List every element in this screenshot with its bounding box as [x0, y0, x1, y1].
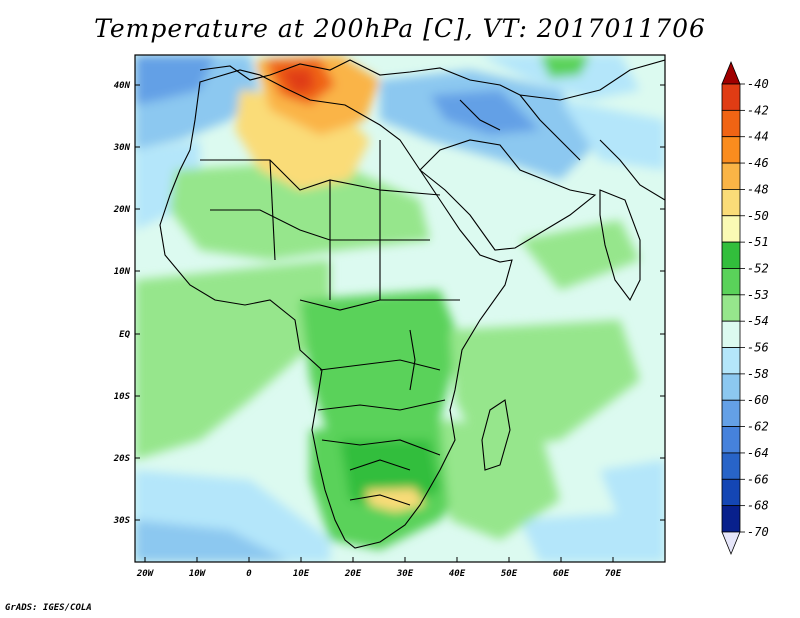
temperature-field	[135, 55, 665, 562]
colorbar-label: -70	[747, 525, 769, 539]
colorbar-label: -56	[747, 341, 769, 355]
colorbar-label: -44	[747, 130, 769, 144]
colorbar-label: -40	[747, 77, 769, 91]
colorbar-upper-arrow	[721, 60, 741, 85]
colorbar-lower-arrow	[721, 531, 741, 556]
colorbar-swatch	[721, 478, 741, 507]
coastline-outline	[159, 59, 665, 549]
colorbar-swatch	[721, 399, 741, 427]
lat-label: 20N	[113, 205, 131, 215]
lon-label: 20E	[344, 569, 362, 579]
lon-label: 10E	[293, 569, 310, 579]
colorbar: -40 -42 -44 -46 -48 -50 -51 -52 -53 -54 -56 -58 -60 -…	[721, 60, 769, 556]
plot-frame	[134, 54, 666, 563]
colorbar-label: -48	[747, 182, 769, 196]
colorbar-label: -50	[747, 209, 769, 223]
colorbar-label: -54	[747, 314, 769, 328]
colorbar-swatch	[721, 347, 741, 375]
grads-credit: GrADS: IGES/COLA	[5, 603, 92, 613]
lat-label: 30N	[113, 143, 131, 153]
lon-label: 40E	[449, 569, 466, 579]
lat-label: 40N	[114, 81, 131, 91]
colorbar-swatch	[721, 373, 741, 401]
lon-label: 60E	[553, 569, 570, 579]
colorbar-swatch	[721, 215, 741, 243]
lat-label: 10S	[114, 392, 131, 402]
colorbar-label: -42	[747, 103, 769, 117]
lon-label: 70E	[605, 569, 622, 579]
colorbar-label: -66	[747, 472, 769, 486]
colorbar-swatch	[721, 320, 741, 348]
colorbar-swatch	[721, 452, 741, 480]
colorbar-swatch	[721, 162, 741, 190]
colorbar-swatch	[721, 136, 741, 164]
colorbar-swatch	[721, 294, 741, 322]
lon-label: 0	[246, 569, 252, 579]
colorbar-label: -58	[747, 367, 769, 381]
colorbar-label: -52	[747, 261, 769, 275]
colorbar-swatch	[721, 241, 741, 269]
colorbar-label: -53	[747, 288, 769, 302]
colorbar-swatch	[721, 268, 741, 296]
colorbar-label: -64	[747, 446, 769, 460]
latitude-labels: 40N 30N 20N 10N EQ 10S 20S 30S	[113, 81, 131, 526]
colorbar-swatch	[721, 426, 741, 454]
lon-label: 50E	[501, 569, 518, 579]
lon-label: 20W	[136, 569, 155, 579]
lat-label: EQ	[119, 330, 130, 340]
colorbar-swatch	[721, 83, 741, 111]
lat-label: 10N	[114, 267, 131, 277]
colorbar-swatch	[721, 109, 741, 138]
colorbar-label: -62	[747, 420, 769, 434]
colorbar-label: -51	[747, 235, 769, 249]
colorbar-label: -68	[747, 499, 769, 513]
colorbar-label: -46	[747, 156, 769, 170]
lon-label: 10W	[189, 569, 207, 579]
colorbar-swatch	[721, 189, 741, 217]
lon-label: 30E	[396, 569, 414, 579]
axis-ticks	[135, 84, 665, 562]
lat-label: 20S	[113, 454, 131, 464]
lat-label: 30S	[113, 516, 131, 526]
longitude-labels: 20W 10W 0 10E 20E 30E 40E 50E 60E 70E	[136, 569, 622, 579]
colorbar-swatch	[721, 505, 741, 533]
colorbar-label: -60	[747, 393, 769, 407]
map-title: Temperature at 200hPa [C], VT: 201701170…	[94, 14, 706, 43]
